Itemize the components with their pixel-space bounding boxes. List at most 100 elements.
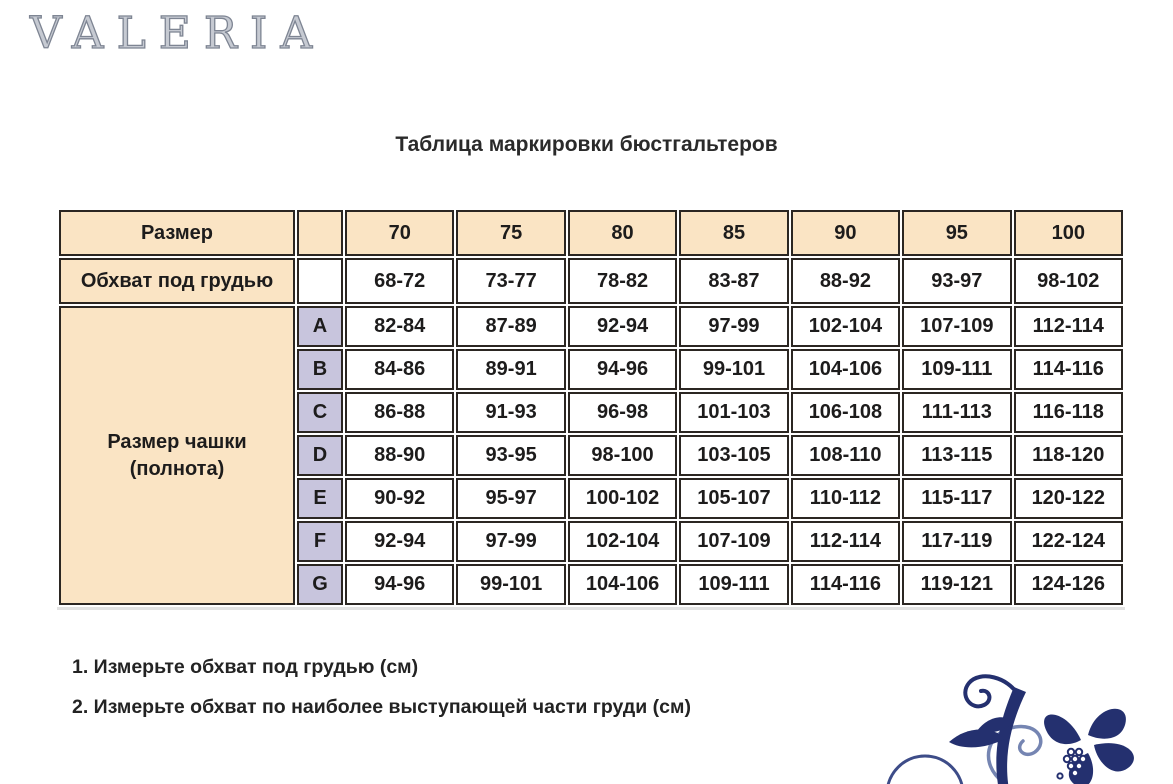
cup-row-G: G 94-96 99-101 104-106 109-111 114-116 1… <box>59 564 1123 605</box>
cup-cell: 95-97 <box>456 478 566 519</box>
measuring-instructions: 1. Измерьте обхват под грудью (см) 2. Из… <box>72 656 691 736</box>
flower-petal-icon <box>1088 708 1126 739</box>
underbust-row: Обхват под грудью 68-72 73-77 78-82 83-8… <box>59 258 1123 304</box>
cup-cell: 91-93 <box>456 392 566 433</box>
cup-letter: B <box>297 349 343 390</box>
cup-cell: 84-86 <box>345 349 455 390</box>
size-col-header: 95 <box>902 210 1012 256</box>
underbust-cell: 83-87 <box>679 258 789 304</box>
brand-logo: VALERIA <box>29 7 326 59</box>
cup-cell: 114-116 <box>790 564 901 605</box>
flower-petal-icon <box>1094 743 1134 772</box>
cup-cell: 94-96 <box>345 564 455 605</box>
size-col-header: 70 <box>345 210 455 256</box>
berry-dot-icon <box>1056 772 1064 780</box>
size-header-row: Размер 70 75 80 85 90 95 100 <box>59 210 1123 256</box>
cup-cell: 115-117 <box>902 478 1012 519</box>
cup-cell: 99-101 <box>679 349 789 390</box>
cup-cell: 107-109 <box>902 306 1012 347</box>
cup-cell: 97-99 <box>679 306 789 347</box>
cup-cell: 105-107 <box>679 478 789 519</box>
cup-cell: 86-88 <box>345 392 455 433</box>
cup-cell: 89-91 <box>456 349 566 390</box>
floral-ornament-icon <box>886 674 1134 784</box>
cup-cell: 122-124 <box>1013 521 1123 562</box>
size-col-header: 100 <box>1013 210 1123 256</box>
page-title: Таблица маркировки бюстгальтеров <box>395 133 778 156</box>
cup-cell: 109-111 <box>679 564 789 605</box>
spiral-icon <box>986 724 1043 784</box>
size-col-header: 75 <box>456 210 566 256</box>
size-col-header: 80 <box>567 210 678 256</box>
cup-cell: 93-95 <box>456 435 566 476</box>
cup-row-D: D 88-90 93-95 98-100 103-105 108-110 113… <box>59 435 1123 476</box>
underbust-cell: 88-92 <box>790 258 901 304</box>
cup-row-C: C 86-88 91-93 96-98 101-103 106-108 111-… <box>59 392 1123 433</box>
cup-cell: 104-106 <box>790 349 901 390</box>
cup-cell: 94-96 <box>567 349 678 390</box>
cup-letter: G <box>297 564 343 605</box>
underbust-cell: 78-82 <box>567 258 678 304</box>
cup-cell: 82-84 <box>345 306 455 347</box>
cup-row-F: F 92-94 97-99 102-104 107-109 112-114 11… <box>59 521 1123 562</box>
corner-empty-cell <box>297 210 343 256</box>
cup-cell: 116-118 <box>1013 392 1123 433</box>
instruction-step-2: 2. Измерьте обхват по наиболее выступающ… <box>72 696 691 718</box>
cup-cell: 98-100 <box>567 435 678 476</box>
cup-letter: D <box>297 435 343 476</box>
swirl-circle-icon <box>886 754 964 784</box>
cup-cell: 119-121 <box>902 564 1012 605</box>
cup-cell: 103-105 <box>679 435 789 476</box>
cup-cell: 112-114 <box>1013 306 1123 347</box>
flower-petal-icon <box>1044 714 1081 745</box>
cup-letter: E <box>297 478 343 519</box>
stem-icon <box>996 687 1026 784</box>
cup-letter: A <box>297 306 343 347</box>
row-label-size: Размер <box>59 210 295 256</box>
instruction-step-1: 1. Измерьте обхват под грудью (см) <box>72 656 419 678</box>
cup-cell: 100-102 <box>567 478 678 519</box>
cup-cell: 120-122 <box>1013 478 1123 519</box>
cup-cell: 117-119 <box>902 521 1012 562</box>
cup-cell: 106-108 <box>790 392 901 433</box>
cup-cell: 112-114 <box>790 521 901 562</box>
cup-cell: 111-113 <box>902 392 1012 433</box>
cup-cell: 113-115 <box>902 435 1012 476</box>
leaf-icon <box>977 717 1014 733</box>
cup-cell: 102-104 <box>567 521 678 562</box>
cup-cell: 90-92 <box>345 478 455 519</box>
underbust-cell: 73-77 <box>456 258 566 304</box>
cup-cell: 118-120 <box>1013 435 1123 476</box>
cup-cell: 102-104 <box>790 306 901 347</box>
cup-row-A: Размер чашки (полнота) A 82-84 87-89 92-… <box>59 306 1123 605</box>
cup-letter: F <box>297 521 343 562</box>
leaf-icon <box>949 729 1006 748</box>
cup-cell: 109-111 <box>902 349 1012 390</box>
underbust-cell: 68-72 <box>345 258 455 304</box>
cup-cell: 107-109 <box>679 521 789 562</box>
cup-cell: 92-94 <box>345 521 455 562</box>
cup-letter: C <box>297 392 343 433</box>
cup-cell: 124-126 <box>1013 564 1123 605</box>
size-col-header: 90 <box>790 210 901 256</box>
underbust-cell: 98-102 <box>1013 258 1123 304</box>
cup-cell: 114-116 <box>1013 349 1123 390</box>
bra-size-table: Размер 70 75 80 85 90 95 100 Обхват под … <box>57 208 1125 607</box>
cup-cell: 96-98 <box>567 392 678 433</box>
cup-cell: 92-94 <box>567 306 678 347</box>
row-label-underbust: Обхват под грудью <box>59 258 295 304</box>
cup-cell: 104-106 <box>567 564 678 605</box>
underbust-empty-cell <box>297 258 343 304</box>
cup-cell: 99-101 <box>456 564 566 605</box>
cup-cell: 88-90 <box>345 435 455 476</box>
cup-row-B: B 84-86 89-91 94-96 99-101 104-106 109-1… <box>59 349 1123 390</box>
curl-icon <box>963 674 1020 709</box>
size-col-header: 85 <box>679 210 789 256</box>
cup-cell: 110-112 <box>790 478 901 519</box>
cup-cell: 108-110 <box>790 435 901 476</box>
cup-row-E: E 90-92 95-97 100-102 105-107 110-112 11… <box>59 478 1123 519</box>
berry-cluster-icon <box>1062 747 1088 778</box>
cup-cell: 101-103 <box>679 392 789 433</box>
cup-cell: 87-89 <box>456 306 566 347</box>
